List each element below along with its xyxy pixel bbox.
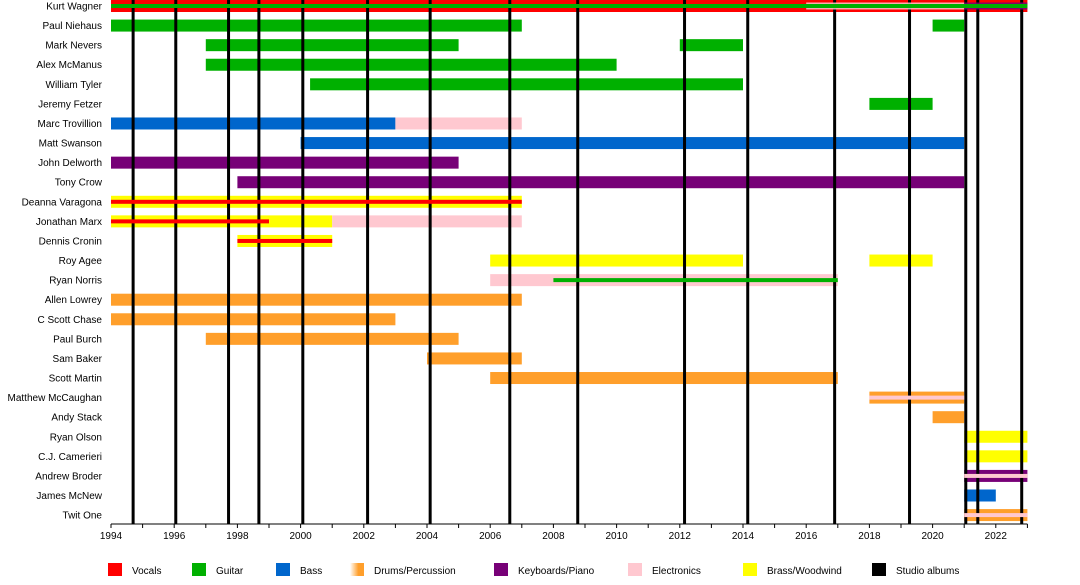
- member-bar: [111, 156, 459, 169]
- x-tick-label: 2014: [732, 531, 755, 542]
- member-name-label: Ryan Norris: [49, 276, 102, 287]
- member-bar: [111, 313, 396, 326]
- x-tick-label: 2008: [542, 531, 565, 542]
- x-tick-label: 2018: [858, 531, 881, 542]
- member-bar-stripe: [111, 199, 522, 204]
- member-name-label: Marc Trovillion: [38, 119, 102, 130]
- legend-swatch: [192, 563, 206, 576]
- x-tick-label: 1996: [163, 531, 186, 542]
- x-tick-label: 2012: [669, 531, 692, 542]
- legend-label: Guitar: [216, 566, 244, 577]
- member-name-label: C.J. Camerieri: [38, 452, 102, 463]
- member-bar: [205, 332, 459, 345]
- x-tick-label: 2022: [985, 531, 1008, 542]
- member-name-label: Ryan Olson: [50, 432, 102, 443]
- member-bar: [310, 78, 743, 91]
- member-bar: [964, 450, 1028, 463]
- member-bar: [869, 97, 933, 110]
- member-name-label: Dennis Cronin: [39, 236, 102, 247]
- member-bar-stripe: [553, 278, 838, 283]
- x-tick-label: 2004: [416, 531, 439, 542]
- x-tick-label: 2006: [479, 531, 502, 542]
- member-bar: [964, 430, 1028, 443]
- legend-label: Keyboards/Piano: [518, 566, 595, 577]
- member-bar: [205, 58, 617, 71]
- legend-label: Vocals: [132, 566, 161, 577]
- member-bar-stripe: [869, 395, 965, 400]
- member-name-label: Matthew McCaughan: [8, 393, 103, 404]
- member-name-label: Allen Lowrey: [45, 295, 102, 306]
- member-name-label: Matt Swanson: [39, 139, 102, 150]
- x-tick-label: 2002: [353, 531, 376, 542]
- member-bar: [300, 137, 965, 150]
- x-tick-label: 1998: [226, 531, 249, 542]
- member-name-label: Paul Burch: [53, 334, 102, 345]
- legend-swatch: [628, 563, 642, 576]
- member-name-label: C Scott Chase: [38, 315, 103, 326]
- member-bar: [932, 19, 965, 32]
- member-name-label: Scott Martin: [49, 374, 102, 385]
- member-name-label: Sam Baker: [53, 354, 103, 365]
- member-name-label: Jonathan Marx: [36, 217, 102, 228]
- member-bar-stripe: [111, 219, 269, 224]
- member-name-label: Andy Stack: [51, 413, 103, 424]
- member-bar: [332, 215, 522, 228]
- member-name-label: William Tyler: [46, 80, 103, 91]
- x-tick-label: 2016: [795, 531, 818, 542]
- member-bar: [111, 19, 522, 32]
- member-name-label: James McNew: [36, 491, 102, 502]
- member-name-label: John Delworth: [38, 158, 102, 169]
- member-bar-stripe: [237, 238, 333, 243]
- legend-label: Bass: [300, 566, 322, 577]
- x-tick-label: 1994: [100, 531, 123, 542]
- member-name-label: Kurt Wagner: [46, 2, 102, 13]
- member-bar: [679, 39, 743, 52]
- legend-label: Drums/Percussion: [374, 566, 456, 577]
- member-name-label: Roy Agee: [59, 256, 103, 267]
- member-bar: [111, 293, 522, 306]
- legend-swatch: [108, 563, 122, 576]
- member-name-label: Andrew Broder: [35, 471, 102, 482]
- member-bar: [237, 176, 965, 189]
- member-bar-stripe: [964, 473, 1028, 478]
- x-tick-label: 2020: [921, 531, 944, 542]
- legend-label: Brass/Woodwind: [767, 566, 842, 577]
- member-bar: [490, 372, 838, 385]
- member-name-label: Twit One: [63, 511, 103, 522]
- x-tick-label: 2000: [289, 531, 312, 542]
- member-bar: [111, 117, 396, 130]
- legend-swatch: [494, 563, 508, 576]
- member-name-label: Mark Nevers: [45, 41, 102, 52]
- legend-swatch-drums: [350, 563, 364, 576]
- member-bar: [869, 254, 933, 267]
- member-name-label: Alex McManus: [36, 60, 102, 71]
- legend-label: Studio albums: [896, 566, 959, 577]
- member-bar: [205, 39, 459, 52]
- member-name-label: Tony Crow: [55, 178, 103, 189]
- member-name-label: Paul Niehaus: [43, 21, 102, 32]
- x-tick-label: 2010: [605, 531, 628, 542]
- member-bar: [932, 411, 965, 424]
- member-bar-stripe: [964, 513, 1028, 518]
- member-bar-stripe: [111, 4, 1028, 8]
- member-bar: [427, 352, 522, 365]
- legend-swatch: [872, 563, 886, 576]
- legend-swatch: [276, 563, 290, 576]
- legend-label: Electronics: [652, 566, 701, 577]
- member-bar: [964, 489, 996, 502]
- member-bar: [490, 254, 743, 267]
- member-name-label: Jeremy Fetzer: [38, 99, 103, 110]
- member-bar: [395, 117, 522, 130]
- legend-swatch: [743, 563, 757, 576]
- member-name-label: Deanna Varagona: [22, 197, 103, 208]
